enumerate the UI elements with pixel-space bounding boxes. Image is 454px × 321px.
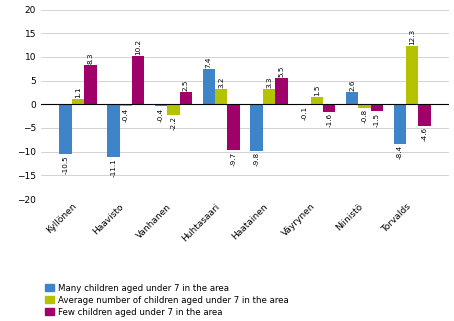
Text: 10.2: 10.2 [135, 39, 141, 55]
Bar [155, 104, 168, 106]
Text: 3.3: 3.3 [266, 76, 272, 88]
Legend: Many children aged under 7 in the area, Average number of children aged under 7 : Many children aged under 7 in the area, … [45, 284, 289, 317]
Text: -11.1: -11.1 [110, 158, 116, 177]
Text: -0.8: -0.8 [361, 109, 368, 123]
Text: -9.8: -9.8 [254, 152, 260, 166]
Text: 1.5: 1.5 [314, 84, 320, 96]
Bar [263, 89, 275, 104]
Text: -2.2: -2.2 [171, 116, 177, 130]
Text: -10.5: -10.5 [63, 155, 69, 174]
Text: 12.3: 12.3 [409, 29, 415, 45]
Bar [119, 104, 132, 106]
Bar [215, 89, 227, 104]
Bar [358, 104, 371, 108]
Bar [180, 92, 192, 104]
Text: -0.4: -0.4 [158, 108, 164, 122]
Text: 2.6: 2.6 [349, 79, 355, 91]
Bar [132, 56, 144, 104]
Bar [59, 104, 72, 154]
Bar [298, 104, 311, 105]
Text: -9.7: -9.7 [231, 152, 237, 166]
Bar [394, 104, 406, 144]
Bar [227, 104, 240, 150]
Text: 2.5: 2.5 [183, 80, 189, 91]
Text: -8.4: -8.4 [397, 145, 403, 160]
Bar [251, 104, 263, 151]
Text: -0.1: -0.1 [301, 106, 307, 120]
Text: -1.6: -1.6 [326, 113, 332, 127]
Bar [311, 97, 323, 104]
Bar [323, 104, 336, 112]
Bar [275, 78, 288, 104]
Bar [168, 104, 180, 115]
Bar [72, 99, 84, 104]
Text: -1.5: -1.5 [374, 113, 380, 127]
Text: -4.6: -4.6 [422, 127, 428, 142]
Text: 8.3: 8.3 [88, 52, 94, 64]
Text: 5.5: 5.5 [278, 65, 285, 77]
Text: 1.1: 1.1 [75, 86, 81, 98]
Text: -0.4: -0.4 [123, 108, 129, 122]
Bar [406, 46, 419, 104]
Bar [371, 104, 383, 111]
Bar [84, 65, 97, 104]
Text: 7.4: 7.4 [206, 56, 212, 68]
Bar [107, 104, 119, 157]
Bar [346, 92, 358, 104]
Bar [419, 104, 431, 126]
Bar [202, 69, 215, 104]
Text: 3.2: 3.2 [218, 76, 224, 88]
